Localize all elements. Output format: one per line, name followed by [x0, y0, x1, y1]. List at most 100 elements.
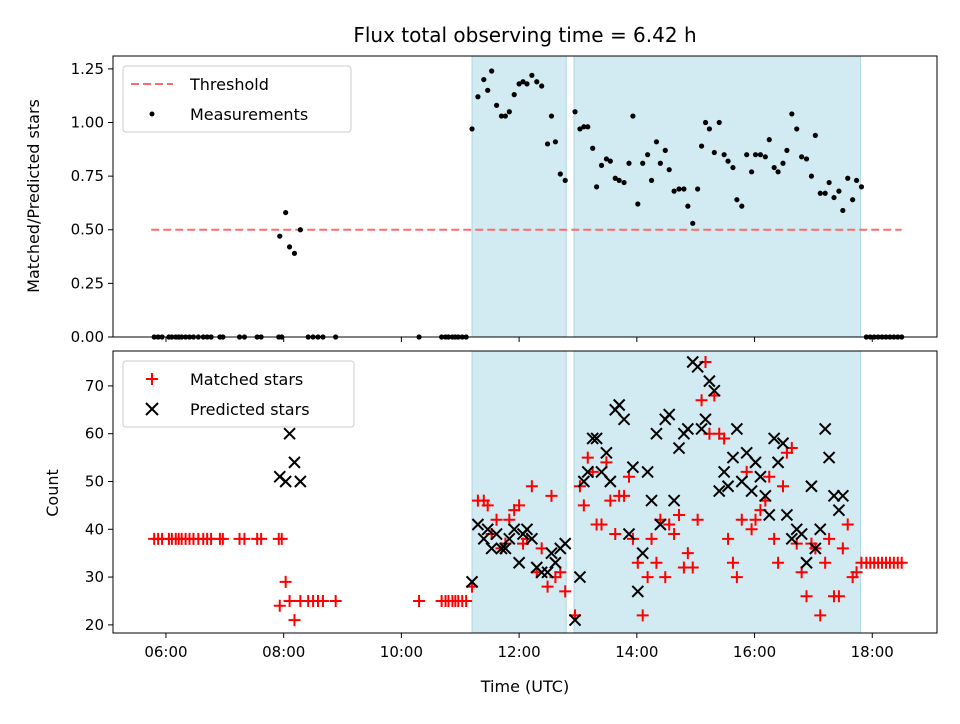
predicted-legend-label: Predicted stars	[190, 400, 310, 419]
matched-stars-point	[279, 575, 292, 588]
bottom-y-tick-label: 20	[85, 616, 104, 634]
top-axes-frame	[112, 55, 938, 338]
matched-stars-point	[686, 561, 699, 574]
measurement-point	[534, 79, 540, 85]
matched-stars-point	[636, 609, 649, 622]
matched-stars-point	[238, 532, 251, 545]
matched-stars-point	[659, 571, 672, 584]
predicted-stars-point	[636, 546, 649, 560]
measurement-point	[548, 113, 555, 119]
matched-stars-point	[823, 532, 836, 545]
predicted-stars-point	[586, 432, 599, 445]
matched-stars-point	[745, 523, 758, 536]
predicted-stars-point	[535, 566, 548, 579]
measurement-point	[836, 188, 842, 194]
predicted-stars-point	[485, 542, 498, 555]
measurement-point	[766, 137, 772, 143]
matched-stars-point	[814, 609, 827, 622]
bottom-panel: 06:00 08:00 10:00 12:00 14:00 16:00 18:00 20 30 4…	[85, 350, 938, 661]
measurement-point	[711, 149, 717, 156]
bottom-y-tick-label: 30	[85, 568, 104, 586]
matched-stars-point	[673, 508, 686, 521]
predicted-stars-point	[735, 475, 748, 488]
predicted-stars-point	[650, 427, 663, 440]
predicted-stars-point	[559, 537, 572, 550]
measurement-point	[498, 113, 505, 119]
top-y-tick-label: 1.00	[71, 113, 104, 131]
threshold-legend-label: Threshold	[189, 75, 269, 94]
top-y-tick-label: 1.25	[71, 60, 104, 78]
measurement-point	[640, 160, 646, 166]
measurement-point	[808, 173, 815, 179]
matched-stars-point	[695, 394, 708, 407]
predicted-stars-point	[672, 441, 686, 455]
measurement-point	[676, 186, 682, 192]
matched-stars-point	[749, 513, 762, 526]
bottom-y-tick-label: 70	[85, 377, 104, 395]
measurement-point	[544, 141, 551, 147]
measurement-point	[817, 190, 823, 196]
top-y-tick-label: 0.00	[71, 328, 104, 346]
bottom-axes-frame	[112, 350, 938, 634]
measurement-point	[598, 162, 605, 168]
predicted-stars-point	[681, 422, 695, 436]
measurement-point	[812, 132, 818, 138]
measurement-point	[489, 68, 495, 74]
measurement-point	[685, 203, 691, 209]
predicted-stars-point	[604, 475, 617, 488]
measurement-point	[277, 233, 283, 239]
matched-stars-point	[768, 532, 781, 545]
x-tick-label: 12:00	[497, 643, 540, 661]
predicted-stars-point	[520, 523, 534, 536]
predicted-stars-point	[759, 489, 772, 503]
measurement-point	[799, 154, 805, 160]
measurement-point	[744, 152, 750, 158]
measurement-point	[485, 87, 491, 93]
measurement-point	[297, 227, 303, 233]
predicted-stars-point	[581, 465, 594, 479]
matched-stars-point	[776, 480, 789, 493]
x-tick-label: 06:00	[144, 643, 187, 661]
measurement-point	[539, 83, 545, 89]
measurement-point	[557, 171, 563, 177]
predicted-stars-point	[667, 494, 681, 507]
predicted-stars-point	[626, 460, 640, 474]
predicted-stars-point	[721, 480, 735, 493]
measurement-point	[858, 184, 865, 190]
matched-stars-point	[216, 532, 229, 545]
measurement-point	[716, 119, 722, 126]
measurement-point	[516, 81, 522, 87]
matched-stars-point	[645, 532, 658, 545]
predicted-stars-point	[508, 523, 521, 536]
measurement-point	[581, 124, 587, 130]
predicted-stars-point	[568, 613, 582, 627]
predicted-stars-point	[695, 422, 708, 436]
measurement-point	[695, 186, 701, 192]
matched-stars-point	[460, 594, 473, 607]
measurements-legend-swatch	[149, 111, 155, 117]
measurement-point	[721, 152, 727, 158]
predicted-stars-point	[776, 437, 790, 450]
measurement-point	[621, 179, 627, 186]
predicted-stars-point	[809, 542, 822, 555]
predicted-stars-point	[288, 456, 301, 469]
predicted-stars-point	[622, 527, 636, 541]
matched-stars-point	[663, 518, 676, 531]
matched-stars-point	[618, 489, 631, 502]
matched-stars-point	[691, 513, 704, 526]
predicted-stars-point	[573, 570, 587, 584]
chart-title: Flux total observing time = 6.42 h	[353, 23, 696, 47]
matched-stars-point	[581, 451, 594, 464]
matched-stars-point	[609, 528, 622, 541]
measurement-point	[771, 164, 777, 171]
measurement-point	[749, 169, 755, 175]
predicted-stars-point	[814, 523, 827, 536]
predicted-stars-point	[294, 475, 307, 488]
predicted-stars-point	[503, 532, 516, 546]
matched-stars-point	[541, 580, 554, 593]
measurement-point	[616, 177, 622, 184]
predicted-stars-point	[795, 527, 808, 541]
matched-stars-point	[832, 590, 845, 603]
top-y-tick-label: 0.25	[71, 274, 104, 292]
x-tick-label: 18:00	[851, 643, 894, 661]
